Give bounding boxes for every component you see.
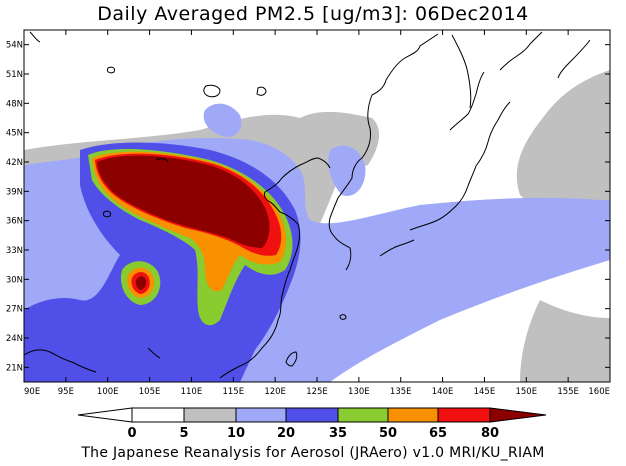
lat-tick-label: 21N: [6, 363, 23, 373]
credit-line: The Japanese Reanalysis for Aerosol (JRA…: [81, 445, 545, 461]
lat-tick-label: 33N: [6, 246, 23, 256]
lon-tick-label: 125E: [306, 387, 328, 397]
lon-tick-label: 130E: [348, 387, 370, 397]
lon-tick-label: 135E: [390, 387, 412, 397]
lon-tick-label: 120E: [264, 387, 286, 397]
lon-tick-label: 90E: [24, 387, 40, 397]
contour-5-10-ne: [300, 111, 380, 167]
lon-tick-label: 100E: [97, 387, 119, 397]
lat-tick-label: 30N: [6, 275, 23, 285]
lat-tick-label: 27N: [6, 305, 23, 315]
lon-tick-label: 145E: [474, 387, 496, 397]
lat-tick-label: 42N: [6, 158, 23, 168]
map-title: Daily Averaged PM2.5 [ug/m3]: 06Dec2014: [97, 3, 529, 25]
contour-gt-80-blob: [135, 276, 147, 290]
contour-5-10-se: [520, 300, 610, 382]
lon-tick-label: 110E: [181, 387, 203, 397]
pm25-field: [24, 31, 610, 382]
contour-5-10-east: [516, 70, 610, 209]
lat-tick-label: 48N: [6, 99, 23, 109]
lat-tick-label: 45N: [6, 129, 23, 139]
contour-gt-80: [97, 155, 270, 248]
lat-tick-label: 54N: [6, 41, 23, 51]
lon-tick-label: 155E: [557, 387, 579, 397]
axis-ticks: 90E 95E 100E 105E 110E 115E 120E 125E 130E 135E 14…: [6, 30, 611, 397]
lat-tick-label: 24N: [6, 334, 23, 344]
lon-tick-label: 160E: [588, 387, 610, 397]
contour-10-20-blob: [203, 103, 242, 137]
lat-tick-label: 39N: [6, 187, 23, 197]
lon-tick-label: 115E: [222, 387, 244, 397]
lat-tick-label: 36N: [6, 217, 23, 227]
lon-tick-label: 105E: [139, 387, 161, 397]
contour-10-20-kor: [328, 145, 366, 196]
lat-tick-label: 51N: [6, 70, 23, 80]
lon-tick-label: 95E: [58, 387, 74, 397]
coastlines: [24, 31, 591, 379]
lon-tick-label: 140E: [432, 387, 454, 397]
lon-tick-label: 150E: [515, 387, 537, 397]
